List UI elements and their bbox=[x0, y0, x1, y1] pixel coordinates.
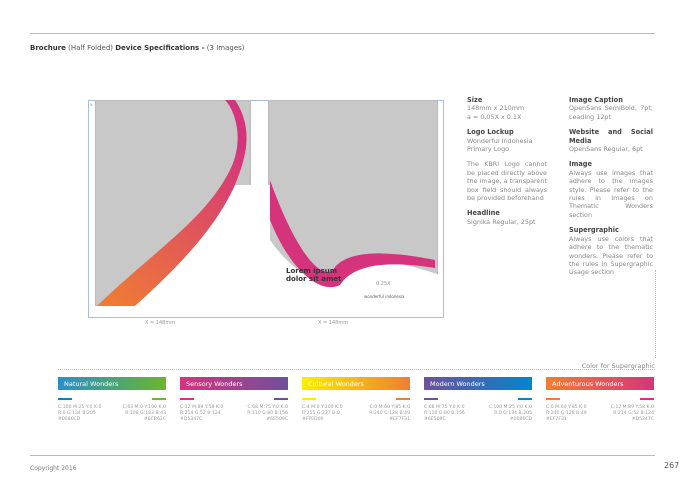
color-swatch bbox=[274, 398, 288, 400]
spec-item: Image Always use images that adhere to th… bbox=[569, 160, 653, 219]
spec-item: Image Caption OpenSans SemiBold, 7pt; Lea… bbox=[569, 96, 653, 121]
color-code: C:68 M:75 Y:0 K:0 R:110 G:80 B:156 #6E509C bbox=[247, 405, 288, 422]
color-swatch bbox=[302, 398, 316, 400]
theme-name: Modern Wonders bbox=[430, 380, 485, 388]
theme-bar: Natural Wonders bbox=[58, 377, 166, 390]
spec-item: The KBRI Logo cannot be placed directly … bbox=[467, 160, 547, 202]
color-code: C:12 M:89 Y:58 K:0 R:214 G:52 B:124 #D5347… bbox=[610, 405, 654, 422]
spec-item: Headline Signika Regular, 25pt bbox=[467, 209, 547, 226]
spec-item: Logo Lockup Wonderful Indonesia Primary L… bbox=[467, 128, 547, 153]
spec-heading: Logo Lockup bbox=[467, 128, 514, 137]
spec-body: OpenSans SemiBold, 7pt; Leading 12pt bbox=[569, 104, 653, 121]
spec-body: Signika Regular, 25pt bbox=[467, 217, 536, 226]
spec-body: Wonderful Indonesia Primary Logo bbox=[467, 136, 533, 154]
color-swatch bbox=[546, 398, 560, 400]
spec-heading: Size bbox=[467, 96, 483, 104]
top-rule bbox=[30, 33, 655, 34]
brochure-headline: Lorem ipsum dolor sit amet bbox=[286, 267, 342, 283]
color-swatch bbox=[152, 398, 166, 400]
spec-item: Website and Social Media OpenSans Regular… bbox=[569, 128, 653, 153]
color-code: C:63 M:0 Y:100 K:0 R:108 G:183 B:43 #6CB62… bbox=[122, 405, 166, 422]
width-label-left: X = 148mm bbox=[145, 320, 176, 326]
color-swatch bbox=[424, 398, 438, 400]
page-title: Brochure (Half Folded) Device Specificat… bbox=[30, 44, 245, 52]
spec-item: Size 148mm x 210mm a = 0.05X x 0.1X bbox=[467, 96, 547, 121]
spec-heading: Website and Social Media bbox=[569, 128, 653, 145]
theme-name: Sensory Wonders bbox=[186, 380, 243, 388]
theme-name: Cultural Wonders bbox=[308, 380, 364, 388]
width-label-right: X = 148mm bbox=[318, 320, 349, 326]
color-code: C:12 M:89 Y:58 K:0 R:214 G:52 B:124 #D5347… bbox=[180, 405, 224, 422]
spec-column-right: Image Caption OpenSans SemiBold, 7pt; Lea… bbox=[569, 96, 653, 284]
dotted-rule bbox=[58, 369, 655, 370]
dotted-divider bbox=[655, 270, 656, 358]
spec-body: Always use images that adhere to the ima… bbox=[569, 168, 653, 219]
color-swatch bbox=[180, 398, 194, 400]
spec-body: 148mm x 210mm a = 0.05X x 0.1X bbox=[467, 104, 525, 121]
spec-body: The KBRI Logo cannot be placed directly … bbox=[467, 160, 547, 203]
spec-item: Supergraphic Always use colors that adher… bbox=[569, 226, 653, 276]
supergraphic-label: Color for Supergraphic bbox=[581, 362, 655, 370]
theme-bar: Adventurous Wonders bbox=[546, 377, 654, 390]
spec-body: OpenSans Regular, 6pt bbox=[569, 145, 643, 154]
spec-heading: Supergraphic bbox=[569, 226, 619, 235]
page-number: 267 bbox=[664, 461, 680, 470]
theme-name: Adventurous Wonders bbox=[552, 380, 624, 388]
spec-body: Always use colors that adhere to the the… bbox=[569, 234, 653, 277]
color-code: C:0 M:60 Y:85 K:0 R:240 G:128 B:49 #EF7F31 bbox=[546, 405, 587, 422]
spec-column-left: Size 148mm x 210mm a = 0.05X x 0.1X Logo L… bbox=[467, 96, 547, 233]
spec-heading: Headline bbox=[467, 209, 500, 218]
color-code: C:100 M:25 Y:0 K:0 R:0 G:134 B:205 #0086CD bbox=[488, 405, 532, 422]
color-swatch bbox=[396, 398, 410, 400]
spec-heading: Image bbox=[569, 160, 592, 169]
color-code: C:4 M:0 Y:100 K:0 R:255 G:237 B:0 #FFED00 bbox=[302, 405, 343, 422]
color-swatch bbox=[518, 398, 532, 400]
theme-bar: Cultural Wonders bbox=[302, 377, 410, 390]
copyright: Copyright 2016 bbox=[30, 465, 77, 472]
margin-label: a bbox=[90, 102, 93, 107]
color-code: C:100 M:25 Y:0 K:0 R:0 G:134 B:205 #0086CD bbox=[58, 405, 102, 422]
color-swatch bbox=[58, 398, 72, 400]
theme-name: Natural Wonders bbox=[64, 380, 119, 388]
theme-bar: Modern Wonders bbox=[424, 377, 532, 390]
theme-bar: Sensory Wonders bbox=[180, 377, 288, 390]
brochure-supergraphic bbox=[97, 100, 440, 306]
color-code: C:0 M:60 Y:85 K:0 R:240 G:128 B:49 #EF7F31 bbox=[369, 405, 410, 422]
bottom-rule bbox=[30, 455, 655, 456]
color-code: C:68 M:75 Y:0 K:0 R:110 G:80 B:156 #6E509C bbox=[424, 405, 465, 422]
spec-heading: Image Caption bbox=[569, 96, 623, 104]
logo-ratio: 0.25X bbox=[376, 281, 391, 287]
color-swatch bbox=[640, 398, 654, 400]
wonderful-indonesia-logo: wonderful indonesia bbox=[364, 294, 405, 299]
